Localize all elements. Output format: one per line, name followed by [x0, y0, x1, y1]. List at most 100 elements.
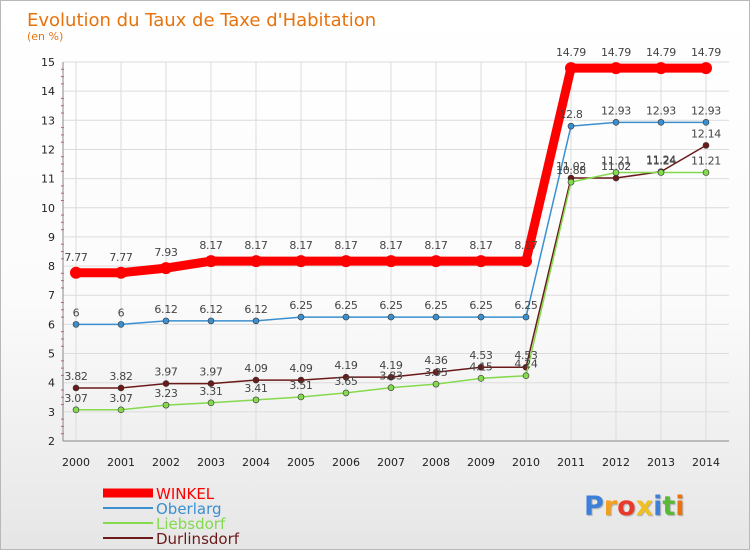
point-liebsdorf [162, 401, 170, 409]
point-durlinsdorf [207, 380, 215, 387]
point-winkel [160, 262, 172, 275]
point-winkel [475, 255, 487, 268]
y-tick-label: 6 [48, 318, 55, 331]
point-durlinsdorf [252, 376, 260, 384]
data-label-oberlarg: 6.25 [514, 299, 538, 312]
data-label-durlinsdorf: 4.19 [379, 359, 403, 372]
y-tick-label: 8 [48, 260, 55, 273]
data-label-winkel: 14.79 [556, 46, 586, 59]
data-label-liebsdorf: 3.95 [424, 366, 448, 379]
data-label-oberlarg: 6.12 [154, 303, 177, 316]
legend-label-durlinsdorf: Durlinsdorf [156, 530, 240, 548]
logo-letter: r [603, 491, 618, 522]
y-tick-label: 12 [41, 143, 55, 156]
data-label-durlinsdorf: 4.09 [289, 362, 313, 375]
data-label-durlinsdorf: 4.19 [334, 359, 358, 372]
x-tick-label: 2002 [152, 456, 180, 469]
data-label-oberlarg: 6.25 [334, 299, 358, 312]
data-label-liebsdorf: 3.83 [379, 370, 403, 383]
data-label-winkel: 8.17 [244, 239, 268, 252]
point-winkel [340, 255, 352, 268]
data-label-winkel: 8.17 [334, 239, 358, 252]
data-label-winkel: 7.77 [109, 251, 133, 264]
data-label-liebsdorf: 3.65 [334, 375, 358, 388]
point-liebsdorf [117, 406, 125, 414]
point-winkel [205, 255, 217, 268]
point-oberlarg [342, 313, 350, 321]
point-liebsdorf [72, 406, 80, 414]
data-label-durlinsdorf: 3.82 [64, 370, 87, 383]
data-label-oberlarg: 6.12 [199, 303, 222, 316]
data-label-durlinsdorf: 4.36 [424, 354, 448, 367]
point-winkel [430, 255, 442, 268]
x-tick-label: 2006 [332, 456, 360, 469]
data-label-durlinsdorf: 11.02 [601, 160, 631, 173]
point-winkel [700, 62, 712, 75]
data-label-liebsdorf: 3.31 [199, 385, 222, 398]
data-label-durlinsdorf: 11.24 [646, 154, 676, 167]
data-label-winkel: 14.79 [601, 46, 631, 59]
proxiti-logo: Proxiti [584, 491, 685, 522]
x-tick-label: 2000 [62, 456, 90, 469]
data-label-winkel: 7.93 [154, 246, 178, 259]
data-label-oberlarg: 6 [118, 306, 125, 319]
y-tick-label: 5 [48, 348, 55, 361]
logo-letter: i [675, 491, 685, 522]
point-liebsdorf [297, 393, 305, 401]
data-label-durlinsdorf: 4.53 [469, 349, 493, 362]
point-liebsdorf [432, 380, 440, 388]
point-durlinsdorf [117, 384, 125, 392]
x-tick-label: 2001 [107, 456, 135, 469]
point-liebsdorf [387, 384, 395, 391]
data-label-liebsdorf: 3.41 [244, 382, 267, 395]
data-label-liebsdorf: 4.15 [469, 360, 493, 373]
chart-title: Evolution du Taux de Taxe d'Habitation [27, 10, 376, 31]
x-tick-label: 2005 [287, 456, 315, 469]
y-tick-label: 15 [41, 56, 55, 69]
y-tick-label: 2 [48, 435, 55, 448]
data-label-winkel: 7.77 [64, 251, 88, 264]
data-label-winkel: 8.17 [199, 239, 223, 252]
data-label-winkel: 8.17 [514, 239, 538, 252]
x-tick-label: 2014 [692, 456, 720, 469]
data-labels: 7.77 7.77 7.93 8.17 8.17 8.17 8.17 8.17 8.17 8.17… [64, 46, 721, 405]
data-label-durlinsdorf: 12.14 [691, 127, 721, 140]
y-tick-label: 14 [41, 85, 55, 98]
data-label-liebsdorf: 11.21 [691, 154, 721, 167]
point-durlinsdorf [612, 174, 620, 182]
point-liebsdorf [342, 389, 350, 397]
point-oberlarg [477, 313, 485, 321]
point-oberlarg [387, 313, 395, 321]
point-durlinsdorf [477, 363, 485, 371]
y-tick-label: 3 [48, 406, 55, 419]
point-oberlarg [432, 313, 440, 321]
point-oberlarg [72, 321, 80, 328]
point-oberlarg [207, 317, 215, 325]
y-tick-label: 13 [41, 114, 55, 127]
data-label-winkel: 8.17 [289, 239, 313, 252]
logo-letter: x [635, 491, 654, 522]
legend-label-winkel: WINKEL [156, 485, 215, 503]
point-winkel [565, 62, 577, 75]
logo-letter: t [662, 491, 676, 522]
data-label-winkel: 8.17 [379, 239, 403, 252]
logo-letter: o [617, 491, 636, 522]
data-label-oberlarg: 6 [73, 306, 80, 319]
data-label-oberlarg: 6.25 [424, 299, 448, 312]
x-tick-label: 2010 [512, 456, 540, 469]
data-label-oberlarg: 12.93 [646, 104, 676, 117]
data-label-oberlarg: 6.25 [289, 299, 313, 312]
data-label-oberlarg: 12.93 [601, 104, 631, 117]
point-durlinsdorf [72, 384, 80, 392]
data-label-liebsdorf: 3.07 [109, 392, 133, 405]
point-durlinsdorf [342, 373, 350, 381]
point-oberlarg [252, 317, 260, 325]
data-label-liebsdorf: 3.51 [289, 379, 312, 392]
y-tick-label: 7 [48, 289, 55, 302]
legend-label-oberlarg: Oberlarg [156, 500, 222, 518]
data-label-oberlarg: 12.8 [559, 108, 583, 121]
data-label-durlinsdorf: 11.02 [556, 160, 586, 173]
data-label-liebsdorf: 11.21 [601, 154, 631, 167]
